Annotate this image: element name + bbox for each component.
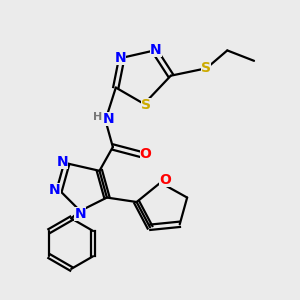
- Text: N: N: [115, 51, 126, 65]
- Text: S: S: [202, 61, 212, 75]
- Text: N: N: [49, 183, 61, 197]
- Text: N: N: [150, 44, 162, 57]
- Text: N: N: [56, 155, 68, 169]
- Text: O: O: [140, 148, 152, 161]
- Text: S: S: [140, 98, 151, 112]
- Text: N: N: [103, 112, 115, 126]
- Text: O: O: [159, 173, 171, 187]
- Text: N: N: [74, 207, 86, 221]
- Text: H: H: [93, 112, 103, 122]
